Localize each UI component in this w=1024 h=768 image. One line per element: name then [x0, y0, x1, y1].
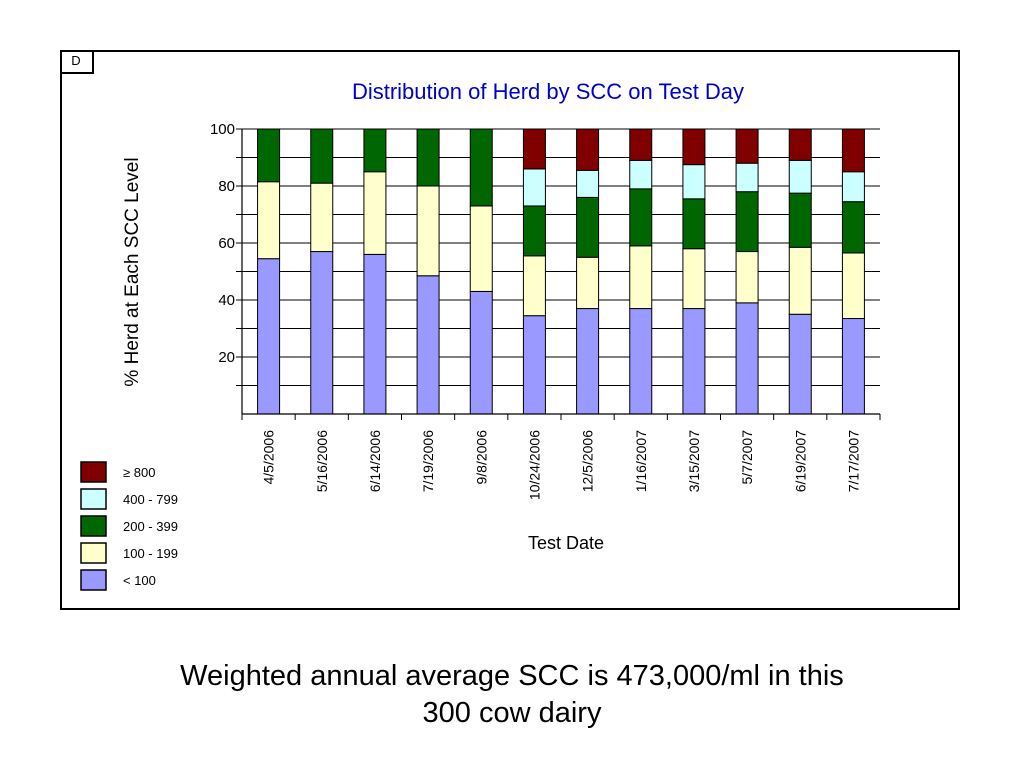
legend-label: 400 - 799 — [123, 492, 178, 507]
bar-segment — [416, 128, 440, 187]
bar-segment — [522, 205, 546, 257]
bar-segment — [682, 164, 706, 200]
bar-segment — [416, 185, 440, 277]
bar-segment — [735, 302, 759, 415]
legend-swatch — [80, 542, 107, 564]
chart-title: Distribution of Herd by SCC on Test Day — [352, 79, 744, 104]
bar-segment — [629, 128, 653, 161]
bar-segment — [310, 251, 334, 415]
bar-segment — [310, 182, 334, 253]
y-tick-label: 20 — [218, 349, 235, 366]
bar-segment — [363, 171, 387, 255]
bar-segment — [257, 181, 281, 260]
x-tick-label: 7/19/2006 — [420, 430, 436, 492]
legend-swatch — [80, 461, 107, 483]
y-tick-label: 40 — [218, 292, 235, 309]
bar-segment — [469, 290, 493, 415]
x-tick-label: 1/16/2007 — [633, 430, 649, 492]
x-tick-label: 3/15/2007 — [686, 430, 702, 492]
bar-segment — [576, 308, 600, 415]
y-tick-label: 80 — [218, 178, 235, 195]
legend-swatch — [80, 569, 107, 591]
grid-lines — [242, 128, 880, 386]
bar-segment — [469, 128, 493, 207]
bars — [257, 128, 865, 415]
legend-swatch — [80, 488, 107, 510]
bar-segment — [735, 162, 759, 193]
caption-line-1: Weighted annual average SCC is 473,000/m… — [180, 660, 844, 692]
bar-segment — [469, 205, 493, 292]
x-tick-label: 12/5/2006 — [580, 430, 596, 492]
bar-segment — [629, 245, 653, 310]
legend-label: 100 - 199 — [123, 546, 178, 561]
bar-segment — [629, 188, 653, 247]
x-tick-label: 5/16/2006 — [314, 430, 330, 492]
bar-segment — [576, 128, 600, 171]
bar-segment — [841, 171, 865, 203]
bar-segment — [522, 315, 546, 415]
y-axis-label: % Herd at Each SCC Level — [122, 157, 143, 386]
bar-segment — [735, 251, 759, 304]
caption: Weighted annual average SCC is 473,000/m… — [0, 658, 1024, 732]
x-tick-label: 5/7/2007 — [739, 430, 755, 485]
x-tick-label: 7/17/2007 — [845, 430, 861, 492]
bar-segment — [522, 128, 546, 170]
bar-segment — [257, 128, 281, 183]
bar-segment — [682, 248, 706, 310]
bar-segment — [788, 246, 812, 315]
bar-segment — [416, 275, 440, 415]
bar-segment — [788, 313, 812, 415]
bar-segment — [735, 128, 759, 164]
bar-segment — [841, 318, 865, 415]
bar-segment — [257, 258, 281, 415]
x-tick-label: 10/24/2006 — [526, 430, 542, 500]
bar-segment — [363, 253, 387, 415]
bar-segment — [682, 308, 706, 415]
x-tick-label: 4/5/2006 — [261, 430, 277, 485]
bar-segment — [788, 192, 812, 248]
bar-segment — [629, 308, 653, 415]
bar-segment — [682, 198, 706, 250]
axes: 4/5/2006 5/16/2006 6/14/2006 7/19/2006 9/8/2… — [210, 121, 881, 500]
bar-segment — [682, 128, 706, 166]
bar-segment — [788, 159, 812, 194]
bar-segment — [788, 128, 812, 161]
bar-segment — [841, 201, 865, 254]
panel-tag: D — [60, 50, 94, 74]
legend-label: 200 - 399 — [123, 519, 178, 534]
legend: ≥ 800 400 - 799 200 - 399 100 - 199 < 100 — [80, 461, 178, 591]
bar-segment — [310, 128, 334, 184]
stacked-bar-chart: Distribution of Herd by SCC on Test Day … — [80, 79, 881, 591]
y-tick-label: 100 — [210, 121, 235, 138]
caption-line-2: 300 cow dairy — [422, 697, 602, 729]
bar-segment — [841, 128, 865, 173]
legend-swatch — [80, 515, 107, 537]
y-tick-label: 60 — [218, 235, 235, 252]
legend-label: < 100 — [123, 573, 156, 588]
bar-segment — [522, 168, 546, 207]
bar-segment — [841, 252, 865, 320]
legend-label: ≥ 800 — [123, 465, 155, 480]
bar-segment — [363, 128, 387, 173]
bar-segment — [735, 191, 759, 253]
bar-segment — [522, 255, 546, 317]
bar-segment — [629, 159, 653, 190]
bar-segment — [576, 169, 600, 198]
bar-segment — [576, 256, 600, 310]
x-tick-label: 9/8/2006 — [473, 430, 489, 485]
bar-segment — [576, 196, 600, 258]
x-tick-label: 6/19/2007 — [792, 430, 808, 492]
x-axis-label: Test Date — [528, 533, 604, 553]
x-tick-label: 6/14/2006 — [367, 430, 383, 492]
